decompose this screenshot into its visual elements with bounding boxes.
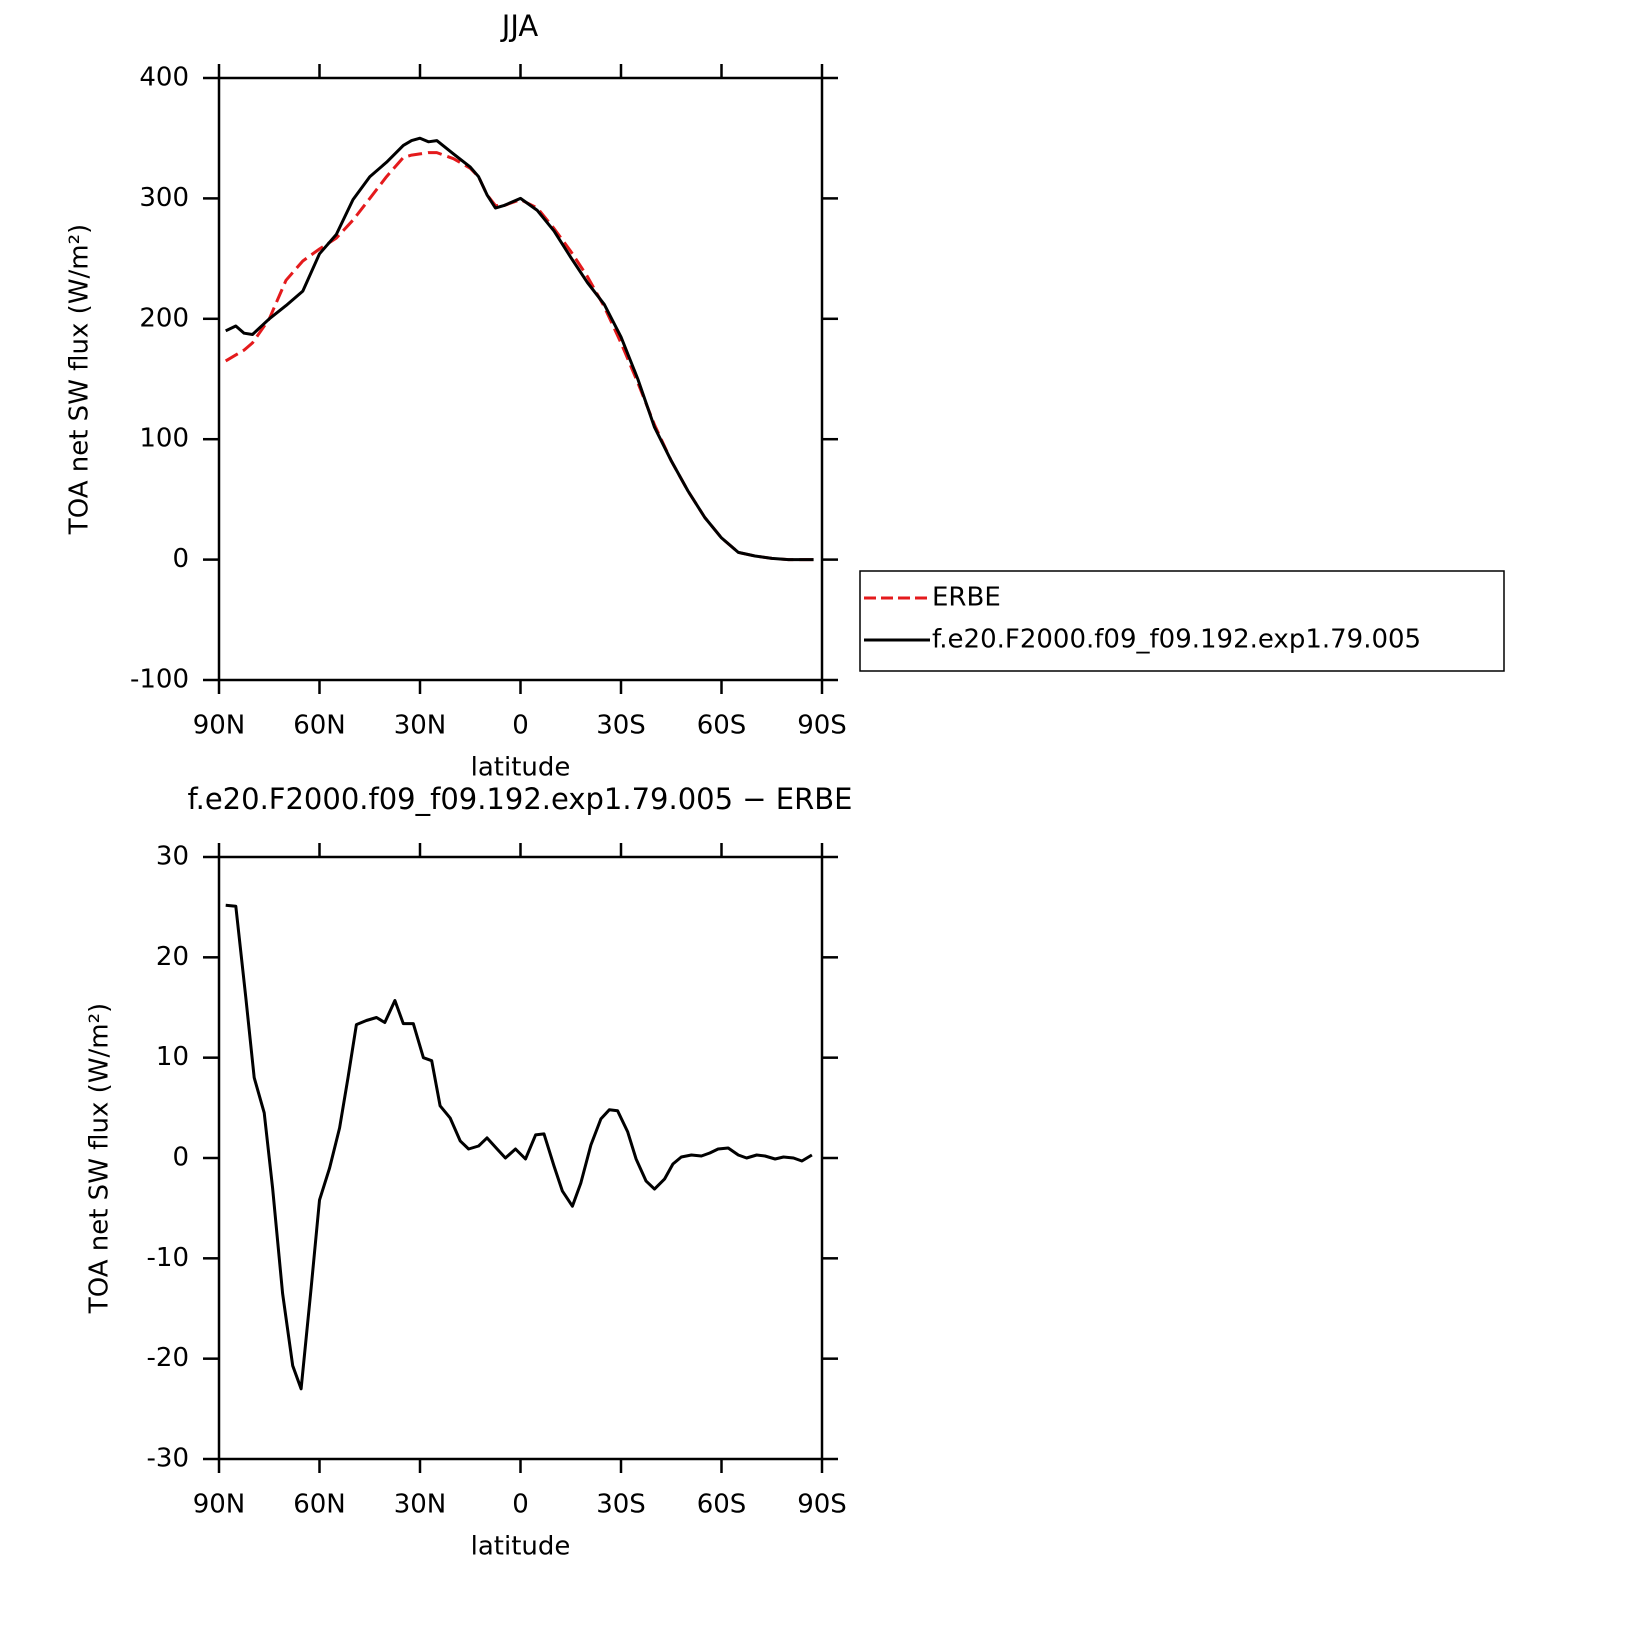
- plot-frame: [217, 76, 824, 682]
- y-tick-label: 10: [156, 1042, 189, 1072]
- x-axis-label: latitude: [471, 753, 571, 783]
- chart-title: f.e20.F2000.f09_f09.192.exp1.79.005 − ER…: [188, 782, 853, 816]
- y-tick-label: 20: [156, 942, 189, 972]
- x-tick-label: 90N: [193, 711, 246, 741]
- y-tick-label: -10: [147, 1243, 189, 1273]
- legend-label: f.e20.F2000.f09_f09.192.exp1.79.005: [932, 625, 1421, 655]
- y-axis-label: TOA net SW flux (W/m²): [65, 224, 95, 535]
- x-tick-label: 60S: [697, 711, 747, 741]
- y-axis-label: TOA net SW flux (W/m²): [85, 1003, 115, 1314]
- x-tick-label: 0: [512, 1490, 529, 1520]
- y-tick-label: 30: [156, 842, 189, 872]
- x-tick-label: 30S: [596, 1490, 646, 1520]
- y-tick-label: -20: [147, 1343, 189, 1373]
- y-tick-label: 100: [139, 424, 189, 454]
- y-tick-label: 200: [139, 303, 189, 333]
- chart-title: JJA: [500, 9, 539, 43]
- x-tick-label: 30N: [394, 1490, 447, 1520]
- y-tick-label: 0: [172, 1143, 189, 1173]
- y-tick-label: 300: [139, 183, 189, 213]
- x-tick-label: 30S: [596, 711, 646, 741]
- x-tick-label: 60N: [293, 711, 346, 741]
- y-tick-label: 400: [139, 63, 189, 93]
- legend: ERBE f.e20.F2000.f09_f09.192.exp1.79.005: [859, 570, 1505, 672]
- legend-box: [859, 570, 1505, 672]
- x-tick-label: 90N: [193, 1490, 246, 1520]
- x-tick-label: 0: [512, 711, 529, 741]
- series-line: [225, 136, 814, 562]
- legend-label: ERBE: [932, 583, 1001, 613]
- x-tick-label: 60S: [697, 1490, 747, 1520]
- plot-frame: [217, 855, 824, 1461]
- y-tick-label: -100: [130, 665, 189, 695]
- x-tick-label: 30N: [394, 711, 447, 741]
- y-tick-label: 0: [172, 544, 189, 574]
- y-tick-label: -30: [147, 1444, 189, 1474]
- x-axis-label: latitude: [471, 1532, 571, 1562]
- data-line: [225, 903, 813, 1391]
- x-tick-label: 90S: [797, 1490, 847, 1520]
- x-tick-label: 90S: [797, 711, 847, 741]
- x-tick-label: 60N: [293, 1490, 346, 1520]
- series-line: [224, 151, 814, 562]
